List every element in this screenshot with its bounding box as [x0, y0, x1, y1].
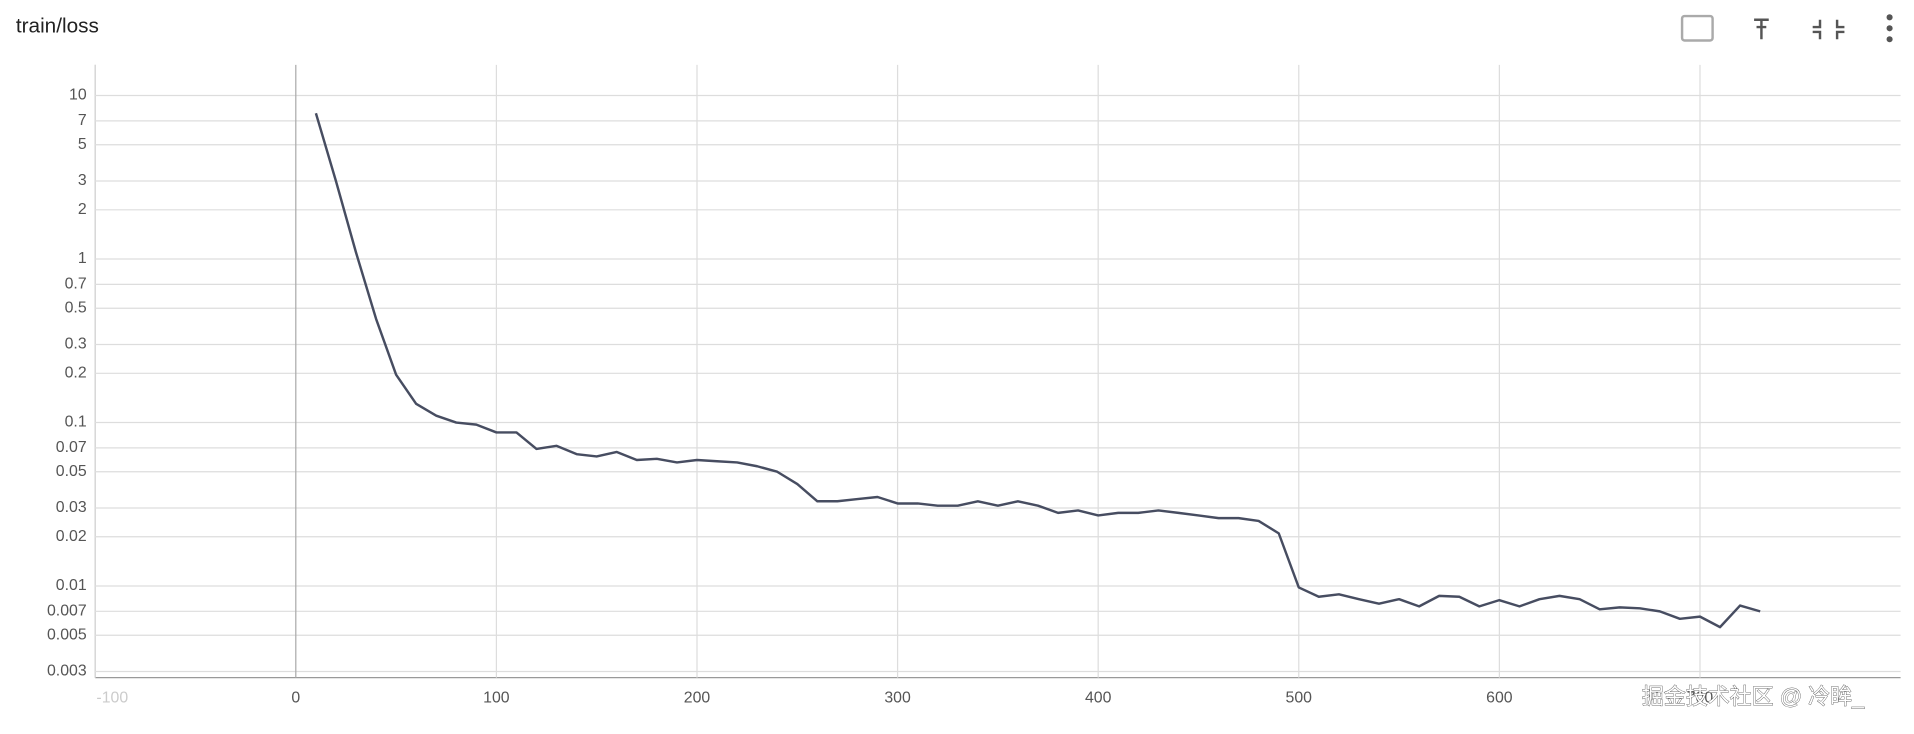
y-tick-label: 0.3 [65, 336, 87, 353]
toolbar [1680, 14, 1893, 43]
menu-button[interactable] [1886, 14, 1893, 43]
y-tick-label: 0.03 [56, 499, 87, 516]
y-tick-label: 2 [78, 201, 87, 218]
y-tick-label: 0.5 [65, 299, 87, 316]
y-tick-label: 0.07 [56, 439, 87, 456]
y-tick-label: 0.1 [65, 414, 87, 431]
x-tick-label: 400 [1085, 690, 1112, 707]
y-tick-label: 3 [78, 172, 87, 189]
x-tick-label: 100 [483, 690, 510, 707]
y-tick-label: 0.003 [47, 663, 87, 680]
x-tick-label: -100 [96, 690, 128, 707]
chart-title: train/loss [16, 15, 99, 38]
x-tick-label: 200 [684, 690, 711, 707]
y-tick-label: 0.7 [65, 276, 87, 293]
y-tick-label: 1 [78, 250, 87, 267]
x-tick-label: 500 [1286, 690, 1313, 707]
y-tick-label: 0.01 [56, 577, 87, 594]
y-tick-label: 0.02 [56, 528, 87, 545]
x-tick-label: 0 [291, 690, 300, 707]
pin-button[interactable] [1754, 18, 1769, 40]
y-tick-label: 0.005 [47, 626, 87, 643]
y-tick-label: 0.2 [65, 364, 87, 381]
y-tick-label: 7 [78, 112, 87, 129]
loss-line [314, 112, 1761, 629]
y-tick-label: 0.05 [56, 463, 87, 480]
watermark: 掘金技术社区 @ 冷眸_ [1642, 684, 1865, 709]
x-tick-label: 300 [884, 690, 911, 707]
y-tick-label: 5 [78, 136, 87, 153]
collapse-button[interactable] [1812, 19, 1845, 40]
fit-domain-button[interactable] [1680, 14, 1714, 42]
y-tick-label: 10 [69, 87, 87, 104]
x-tick-label: 700 [1687, 690, 1714, 707]
y-tick-label: 0.007 [47, 603, 87, 620]
x-tick-label: 600 [1486, 690, 1513, 707]
